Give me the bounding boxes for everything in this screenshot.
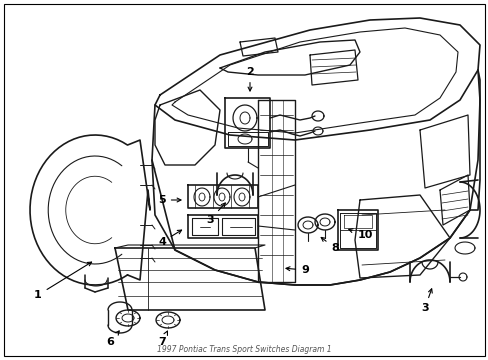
Text: 10: 10 — [348, 229, 372, 240]
Text: 1997 Pontiac Trans Sport Switches Diagram 1: 1997 Pontiac Trans Sport Switches Diagra… — [156, 345, 331, 354]
Text: 3: 3 — [206, 203, 225, 225]
Text: 2: 2 — [245, 67, 253, 91]
Text: 9: 9 — [285, 265, 308, 275]
Text: 8: 8 — [321, 238, 338, 253]
Text: 6: 6 — [106, 331, 119, 347]
Text: 1: 1 — [34, 262, 91, 300]
Text: 5: 5 — [158, 195, 181, 205]
Text: 4: 4 — [158, 230, 181, 247]
Text: 7: 7 — [158, 331, 167, 347]
Text: 3: 3 — [420, 289, 431, 313]
